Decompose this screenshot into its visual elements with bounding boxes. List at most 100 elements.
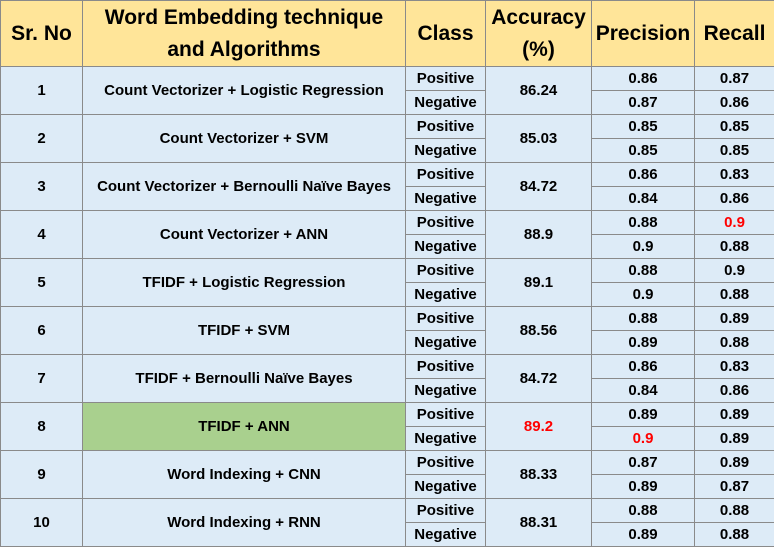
precision-cell: 0.86 (592, 355, 695, 379)
class-cell: Positive (406, 259, 486, 283)
technique-cell: Count Vectorizer + ANN (83, 211, 406, 259)
precision-cell-best: 0.9 (592, 427, 695, 451)
class-cell: Negative (406, 475, 486, 499)
recall-cell: 0.88 (695, 331, 774, 355)
recall-cell: 0.89 (695, 427, 774, 451)
technique-cell-best: TFIDF + ANN (83, 403, 406, 451)
recall-cell: 0.89 (695, 307, 774, 331)
header-accuracy-line1: Accuracy (486, 2, 591, 34)
class-cell: Positive (406, 163, 486, 187)
sr-no-cell: 6 (1, 307, 83, 355)
sr-no-cell: 5 (1, 259, 83, 307)
table-row-positive: 10 Word Indexing + RNN Positive 88.31 0.… (1, 499, 774, 523)
recall-cell: 0.85 (695, 139, 774, 163)
class-cell: Negative (406, 91, 486, 115)
technique-cell: TFIDF + Logistic Regression (83, 259, 406, 307)
accuracy-cell: 86.24 (486, 67, 592, 115)
class-cell: Negative (406, 139, 486, 163)
class-cell: Negative (406, 523, 486, 547)
precision-cell: 0.89 (592, 403, 695, 427)
precision-cell: 0.88 (592, 499, 695, 523)
precision-cell: 0.87 (592, 451, 695, 475)
class-cell: Positive (406, 451, 486, 475)
table-row-positive: 1 Count Vectorizer + Logistic Regression… (1, 67, 774, 91)
precision-cell: 0.88 (592, 307, 695, 331)
sr-no-cell: 4 (1, 211, 83, 259)
precision-cell: 0.86 (592, 163, 695, 187)
class-cell: Positive (406, 307, 486, 331)
precision-cell: 0.85 (592, 139, 695, 163)
sr-no-cell: 9 (1, 451, 83, 499)
recall-cell: 0.87 (695, 67, 774, 91)
technique-cell: Word Indexing + RNN (83, 499, 406, 547)
recall-cell: 0.87 (695, 475, 774, 499)
header-recall: Recall (695, 1, 774, 67)
accuracy-cell: 89.1 (486, 259, 592, 307)
precision-cell: 0.85 (592, 115, 695, 139)
class-cell: Positive (406, 115, 486, 139)
recall-cell: 0.83 (695, 163, 774, 187)
table-row-positive: 9 Word Indexing + CNN Positive 88.33 0.8… (1, 451, 774, 475)
recall-cell: 0.9 (695, 259, 774, 283)
class-cell: Positive (406, 67, 486, 91)
accuracy-cell: 85.03 (486, 115, 592, 163)
recall-cell: 0.86 (695, 187, 774, 211)
recall-cell: 0.88 (695, 523, 774, 547)
class-cell: Positive (406, 355, 486, 379)
precision-cell: 0.9 (592, 283, 695, 307)
accuracy-cell: 88.33 (486, 451, 592, 499)
recall-cell: 0.86 (695, 379, 774, 403)
precision-cell: 0.86 (592, 67, 695, 91)
class-cell: Negative (406, 283, 486, 307)
precision-cell: 0.88 (592, 211, 695, 235)
precision-cell: 0.84 (592, 187, 695, 211)
table-row-positive: 4 Count Vectorizer + ANN Positive 88.9 0… (1, 211, 774, 235)
recall-cell: 0.88 (695, 283, 774, 307)
precision-cell: 0.89 (592, 475, 695, 499)
sr-no-cell: 2 (1, 115, 83, 163)
sr-no-cell: 1 (1, 67, 83, 115)
class-cell: Negative (406, 331, 486, 355)
accuracy-cell: 88.31 (486, 499, 592, 547)
precision-cell: 0.87 (592, 91, 695, 115)
header-sr-no: Sr. No (1, 1, 83, 67)
technique-cell: TFIDF + SVM (83, 307, 406, 355)
recall-cell: 0.89 (695, 451, 774, 475)
header-class: Class (406, 1, 486, 67)
precision-cell: 0.89 (592, 523, 695, 547)
recall-cell: 0.89 (695, 403, 774, 427)
accuracy-cell: 84.72 (486, 163, 592, 211)
accuracy-cell: 88.56 (486, 307, 592, 355)
recall-cell: 0.88 (695, 499, 774, 523)
accuracy-cell-best: 89.2 (486, 403, 592, 451)
precision-cell: 0.84 (592, 379, 695, 403)
technique-cell: Count Vectorizer + Logistic Regression (83, 67, 406, 115)
accuracy-cell: 84.72 (486, 355, 592, 403)
class-cell: Negative (406, 235, 486, 259)
technique-cell: Word Indexing + CNN (83, 451, 406, 499)
recall-cell: 0.88 (695, 235, 774, 259)
technique-cell: TFIDF + Bernoulli Naïve Bayes (83, 355, 406, 403)
recall-cell: 0.85 (695, 115, 774, 139)
class-cell: Positive (406, 499, 486, 523)
table-row-positive: 6 TFIDF + SVM Positive 88.56 0.88 0.89 (1, 307, 774, 331)
table-row-positive: 8 TFIDF + ANN Positive 89.2 0.89 0.89 (1, 403, 774, 427)
class-cell: Positive (406, 211, 486, 235)
precision-cell: 0.88 (592, 259, 695, 283)
technique-cell: Count Vectorizer + Bernoulli Naïve Bayes (83, 163, 406, 211)
sr-no-cell: 10 (1, 499, 83, 547)
table-row-positive: 3 Count Vectorizer + Bernoulli Naïve Bay… (1, 163, 774, 187)
header-technique-line1: Word Embedding technique (83, 2, 405, 34)
class-cell: Negative (406, 187, 486, 211)
recall-cell: 0.83 (695, 355, 774, 379)
recall-cell-best: 0.9 (695, 211, 774, 235)
class-cell: Negative (406, 379, 486, 403)
table-row-positive: 5 TFIDF + Logistic Regression Positive 8… (1, 259, 774, 283)
technique-cell: Count Vectorizer + SVM (83, 115, 406, 163)
precision-cell: 0.89 (592, 331, 695, 355)
class-cell: Positive (406, 403, 486, 427)
class-cell: Negative (406, 427, 486, 451)
recall-cell: 0.86 (695, 91, 774, 115)
header-row: Sr. No Word Embedding technique and Algo… (1, 1, 774, 67)
